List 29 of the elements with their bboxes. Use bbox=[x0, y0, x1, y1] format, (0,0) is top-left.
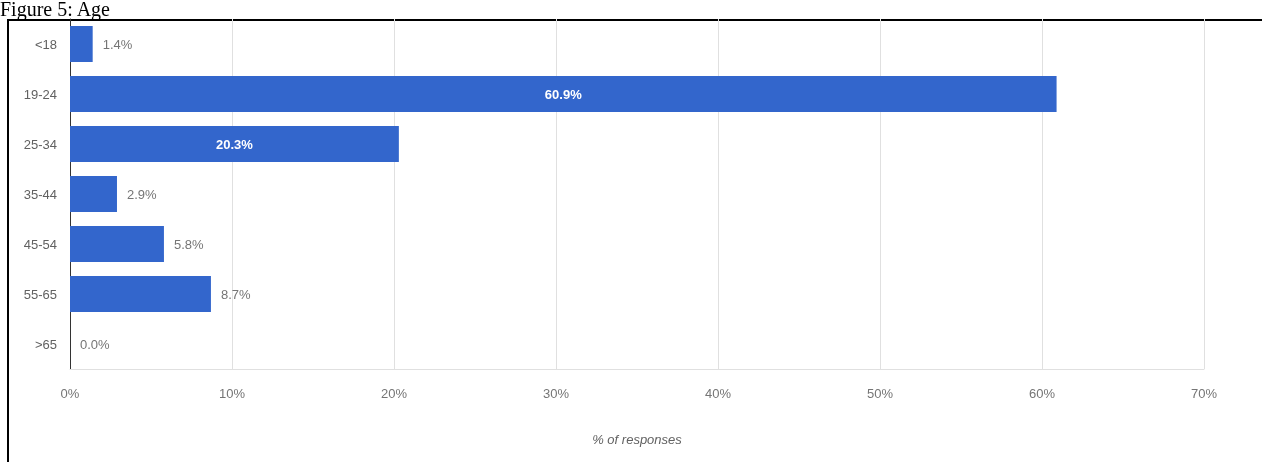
x-tick-label: 50% bbox=[866, 386, 894, 401]
bar bbox=[70, 76, 1057, 112]
x-tick-label: 0% bbox=[60, 386, 80, 401]
bar bbox=[70, 26, 93, 62]
data-label: 2.9% bbox=[126, 186, 158, 202]
x-tick-label: 30% bbox=[542, 386, 570, 401]
data-label: 1.4% bbox=[102, 36, 133, 52]
bar bbox=[70, 276, 211, 312]
bar bbox=[70, 176, 117, 212]
data-label: 60.9% bbox=[544, 86, 583, 102]
y-tick-label: 25-34 bbox=[23, 136, 57, 152]
bar bbox=[70, 226, 164, 262]
x-tick-label: 70% bbox=[1190, 386, 1218, 401]
data-label: 0.0% bbox=[80, 336, 111, 352]
x-tick-label: 10% bbox=[218, 386, 246, 401]
data-label: 8.7% bbox=[220, 286, 252, 302]
y-tick-label: 19-24 bbox=[23, 86, 57, 102]
x-axis-title: % of responses bbox=[592, 432, 683, 447]
data-label: 5.8% bbox=[173, 236, 205, 252]
x-tick-label: 20% bbox=[380, 386, 408, 401]
bar bbox=[70, 126, 399, 162]
y-tick-label: >65 bbox=[34, 336, 57, 352]
x-tick-label: 60% bbox=[1028, 386, 1056, 401]
y-tick-label: 45-54 bbox=[23, 236, 57, 252]
y-tick-label: 55-65 bbox=[23, 286, 57, 302]
y-tick-label: 35-44 bbox=[23, 186, 57, 202]
data-label: 20.3% bbox=[215, 136, 254, 152]
y-tick-label: <18 bbox=[34, 36, 57, 52]
x-tick-label: 40% bbox=[704, 386, 732, 401]
